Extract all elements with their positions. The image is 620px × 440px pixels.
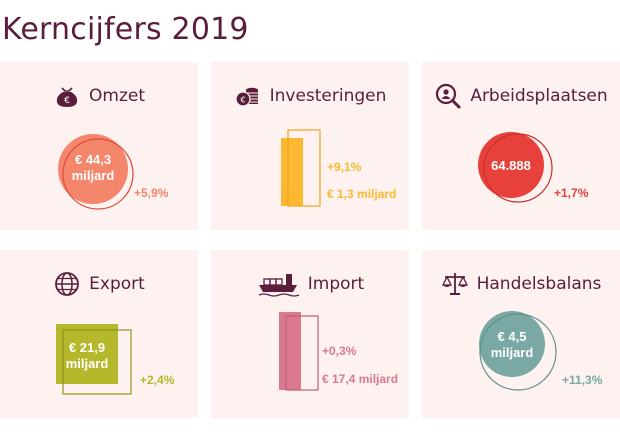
card-export: Export € 21,9 miljard +2,4%	[0, 250, 198, 418]
arbeidsplaatsen-circle-2019	[478, 132, 544, 198]
import-bar-2019	[279, 312, 301, 390]
card-header: € Omzet	[0, 82, 198, 110]
import-change: +0,3%	[322, 344, 357, 358]
omzet-change: +5,9%	[134, 186, 169, 200]
export-square-2019	[56, 324, 118, 384]
handelsbalans-value: € 4,5 miljard	[477, 329, 547, 361]
card-header: Arbeidsplaatsen	[422, 82, 620, 110]
page-title: Kerncijfers 2019	[2, 12, 249, 47]
card-import: Import +0,3% € 17,4 miljard	[211, 250, 409, 418]
investeringen-value: € 1,3 miljard	[327, 187, 397, 201]
arbeidsplaatsen-circle-outline	[483, 133, 553, 203]
omzet-value: € 44,3 miljard	[58, 152, 128, 184]
handelsbalans-circle-2019	[479, 311, 545, 377]
globe-icon	[53, 270, 81, 298]
omzet-circle-2019	[58, 134, 128, 204]
handelsbalans-circles	[479, 311, 557, 391]
balance-scale-icon	[441, 270, 469, 298]
export-squares	[56, 324, 132, 395]
svg-text:€: €	[64, 96, 70, 106]
card-investeringen: € Investeringen +9,1% € 1,3 miljard	[211, 62, 409, 230]
investeringen-bar-outline	[287, 129, 321, 207]
card-title: Arbeidsplaatsen	[470, 86, 608, 106]
import-value: € 17,4 miljard	[322, 372, 399, 386]
arbeidsplaatsen-circles	[478, 132, 553, 203]
svg-text:€: €	[240, 96, 245, 105]
card-title: Omzet	[89, 86, 145, 106]
card-title: Investeringen	[269, 86, 387, 106]
omzet-circle-outline	[62, 138, 134, 210]
coins-euro-icon: €	[234, 82, 262, 110]
handelsbalans-change: +11,3%	[562, 373, 603, 387]
card-title: Import	[307, 274, 365, 294]
card-header: Export	[0, 270, 198, 298]
arbeidsplaatsen-value: 64.888	[491, 158, 531, 173]
omzet-value-line2: miljard	[71, 168, 115, 183]
investeringen-bars	[281, 129, 321, 207]
search-person-icon	[434, 82, 462, 110]
investeringen-bar-2019	[281, 138, 303, 206]
export-value: € 21,9 miljard	[52, 340, 122, 372]
export-value-line1: € 21,9	[68, 340, 106, 355]
arbeidsplaatsen-change: +1,7%	[554, 186, 589, 200]
card-header: € Investeringen	[211, 82, 409, 110]
card-arbeidsplaatsen: Arbeidsplaatsen 64.888 +1,7%	[422, 62, 620, 230]
omzet-value-line1: € 44,3	[74, 152, 112, 167]
import-bar-outline	[285, 315, 319, 391]
handelsbalans-value-line1: € 4,5	[497, 329, 527, 344]
cargo-ship-icon	[256, 270, 300, 298]
card-handelsbalans: Handelsbalans € 4,5 miljard +11,3%	[422, 250, 620, 418]
card-header: Handelsbalans	[422, 270, 620, 298]
handelsbalans-value-line2: miljard	[490, 345, 534, 360]
card-omzet: € Omzet € 44,3 miljard +5,9%	[0, 62, 198, 230]
export-value-line2: miljard	[65, 356, 109, 371]
investeringen-change: +9,1%	[327, 160, 362, 174]
export-square-outline	[62, 329, 132, 395]
export-change: +2,4%	[140, 373, 175, 387]
card-header: Import	[211, 270, 409, 298]
import-bars	[279, 312, 319, 391]
money-bag-euro-icon: €	[53, 82, 81, 110]
card-title: Export	[89, 274, 145, 294]
omzet-circles	[58, 134, 134, 210]
card-title: Handelsbalans	[476, 274, 602, 294]
handelsbalans-circle-outline	[479, 313, 557, 391]
